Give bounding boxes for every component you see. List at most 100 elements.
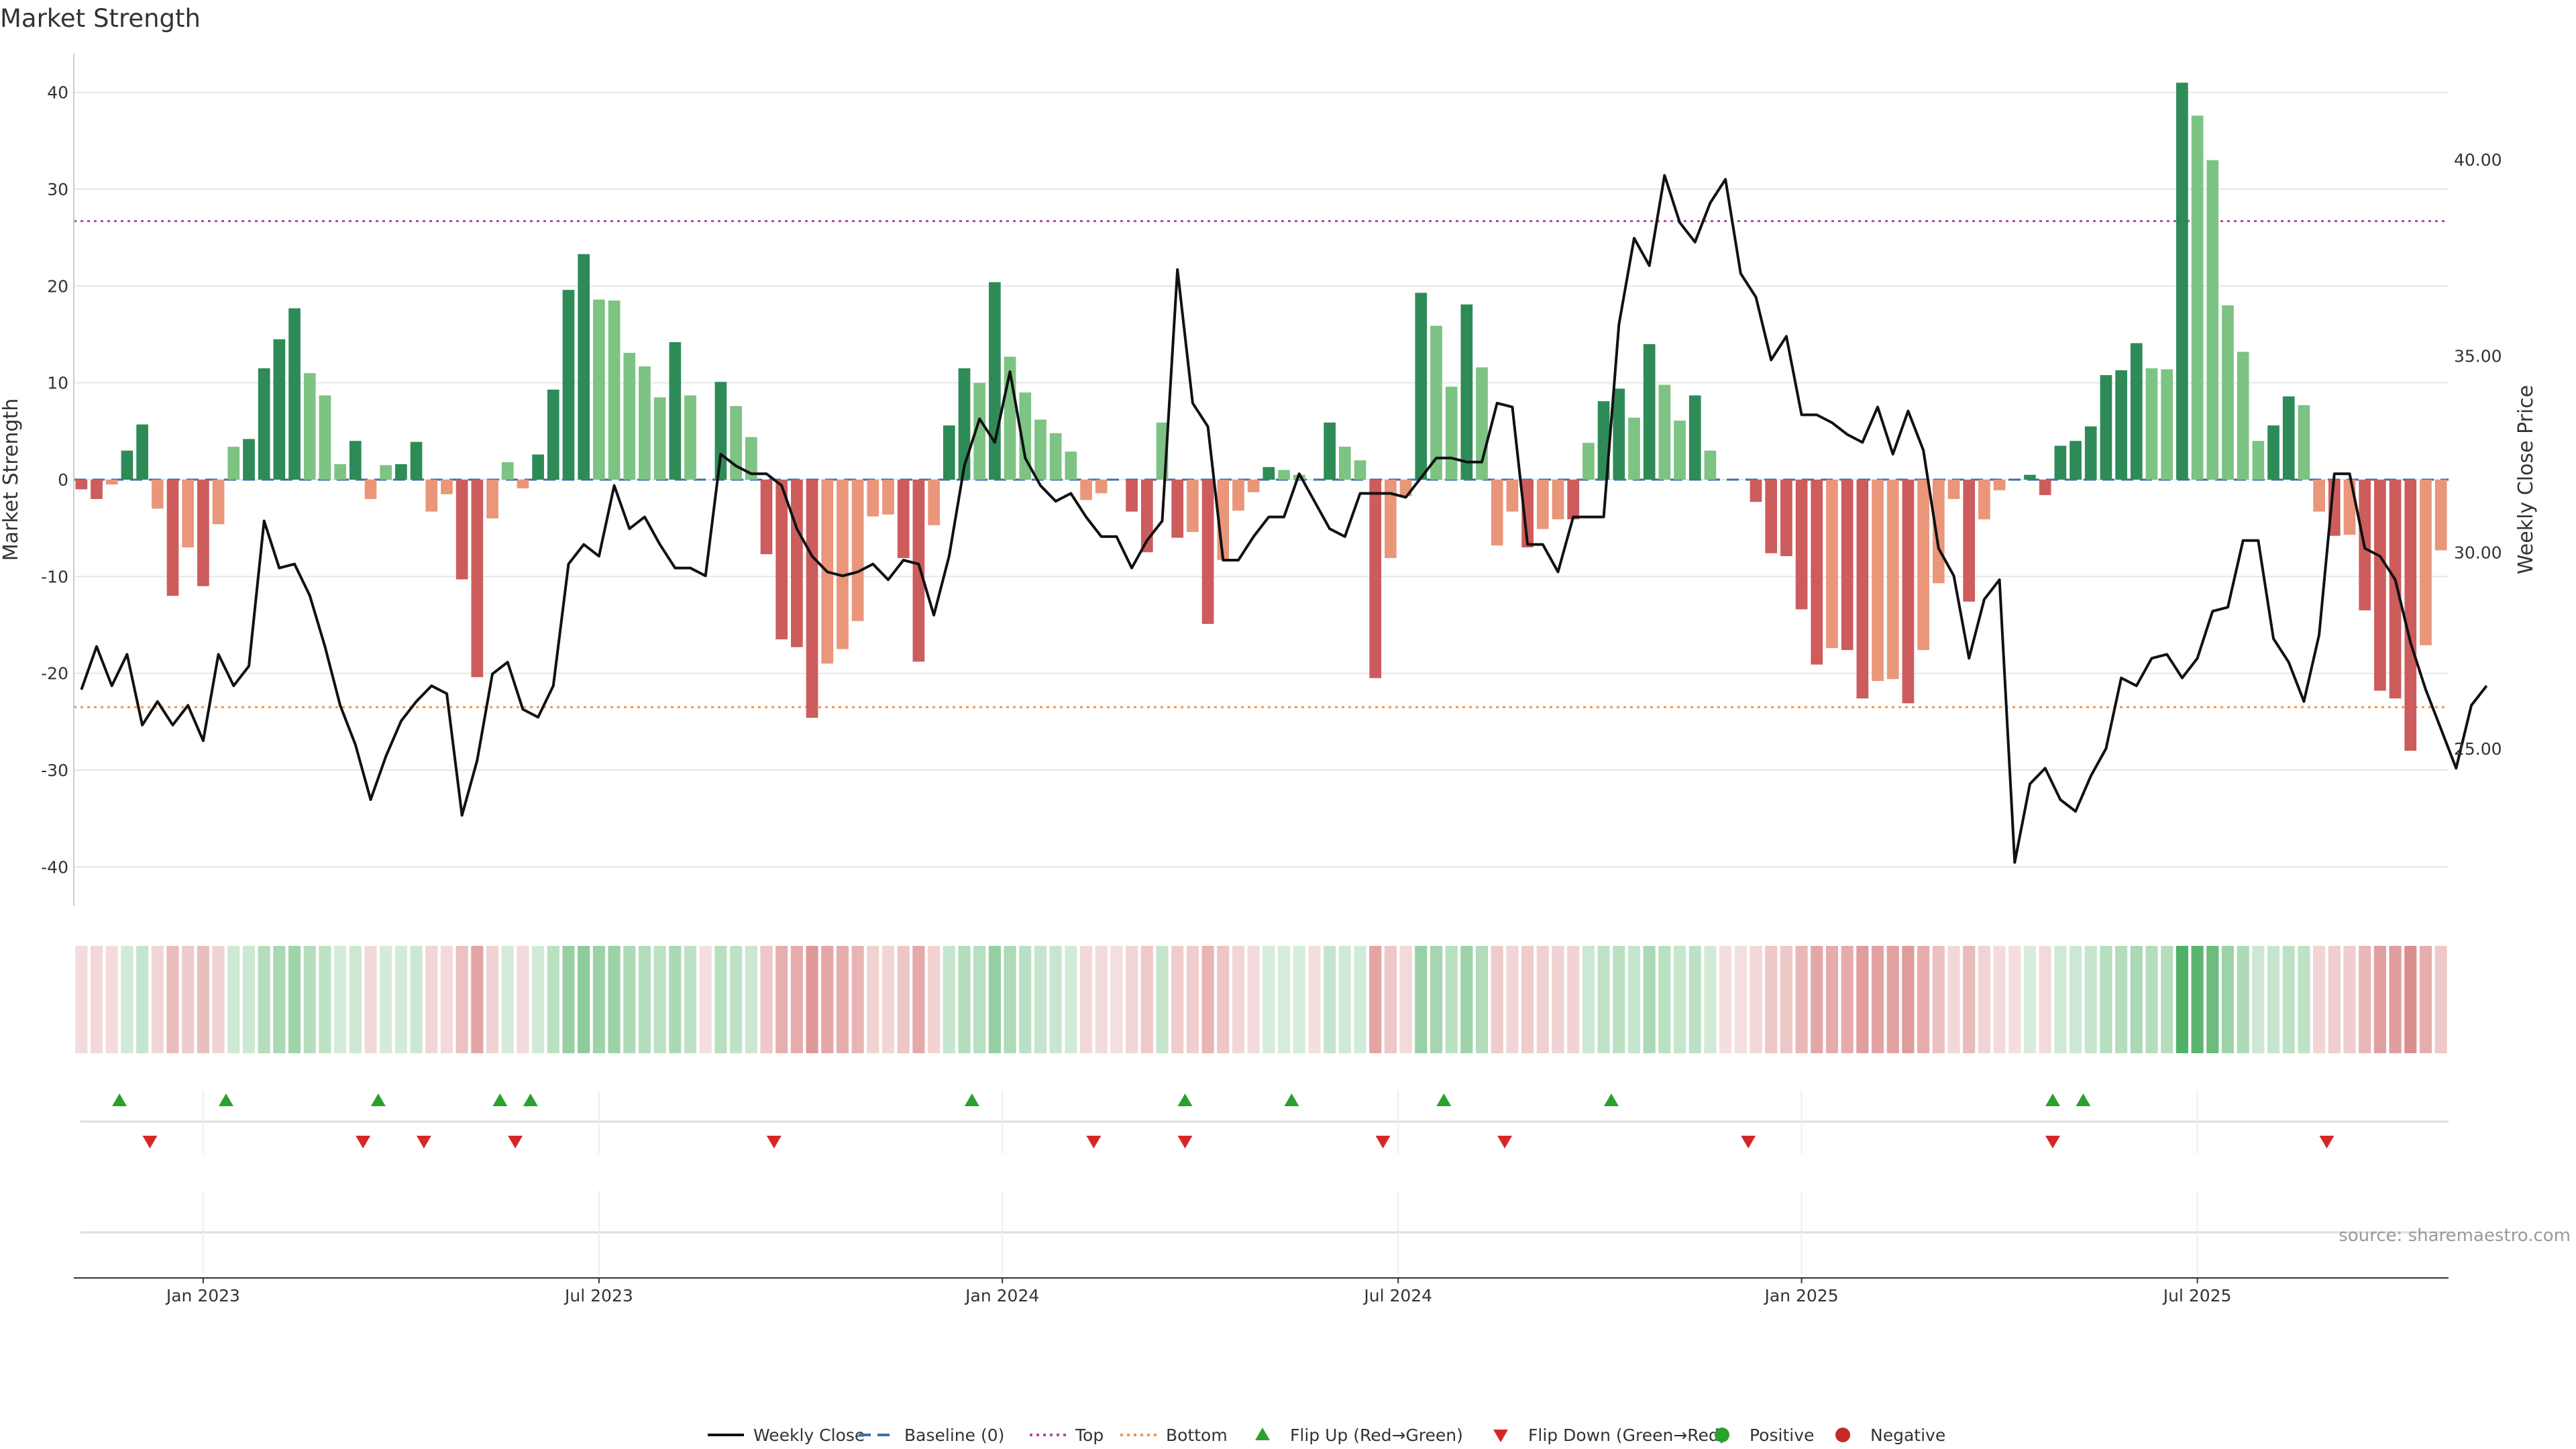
- strength-bar: [1445, 386, 1458, 480]
- strength-bar: [912, 480, 925, 662]
- strength-bar: [2039, 480, 2051, 496]
- legend-item: Weekly Close: [708, 1426, 865, 1445]
- flip-up-marker: [112, 1093, 127, 1106]
- heat-cell: [2252, 946, 2265, 1053]
- strength-bar: [791, 480, 803, 647]
- strength-bar: [1582, 443, 1595, 480]
- strength-bar: [1536, 480, 1549, 529]
- legend-item: Negative: [1835, 1426, 1945, 1445]
- heat-cell: [912, 946, 925, 1053]
- heat-cell: [1430, 946, 1443, 1053]
- strength-bar: [1826, 480, 1838, 649]
- strength-bar: [334, 464, 346, 480]
- strength-bar: [91, 480, 103, 499]
- heat-cell: [2389, 946, 2402, 1053]
- heat-cell: [1049, 946, 1062, 1053]
- strength-bar: [1704, 450, 1717, 480]
- heat-cell: [1704, 946, 1717, 1053]
- heat-cell: [105, 946, 118, 1053]
- strength-bar: [1126, 480, 1138, 512]
- x-tick-label: Jul 2025: [2162, 1286, 2232, 1305]
- flip-down-marker: [766, 1136, 782, 1148]
- legend-label: Baseline (0): [904, 1426, 1004, 1445]
- legend-item: Flip Up (Red→Green): [1255, 1426, 1463, 1445]
- strength-bar: [882, 480, 894, 515]
- strength-bar: [2191, 115, 2204, 480]
- heat-cell: [1552, 946, 1564, 1053]
- heat-cell: [973, 946, 986, 1053]
- strength-bar: [1338, 446, 1351, 480]
- strength-bar: [1354, 460, 1366, 480]
- heat-cell: [1140, 946, 1153, 1053]
- legend-swatch-circle: [1715, 1428, 1729, 1442]
- strength-bar: [319, 395, 331, 480]
- strength-bar: [1552, 480, 1564, 520]
- heat-cell: [867, 946, 879, 1053]
- legend-swatch-down: [1493, 1430, 1508, 1442]
- heat-cell: [2084, 946, 2097, 1053]
- strength-bar: [1324, 422, 1336, 480]
- heat-cell: [1369, 946, 1382, 1053]
- strength-bar: [1613, 388, 1625, 480]
- heat-cell: [242, 946, 256, 1053]
- strength-bar: [2252, 441, 2265, 480]
- strength-bar: [547, 389, 559, 480]
- heat-cell: [2221, 946, 2235, 1053]
- heat-cell: [1673, 946, 1686, 1053]
- strength-bar: [227, 446, 240, 480]
- strength-bar: [2206, 160, 2219, 480]
- heat-cell: [1871, 946, 1884, 1053]
- legend-label: Flip Down (Green→Red): [1528, 1426, 1726, 1445]
- heat-cell: [1978, 946, 1990, 1053]
- heat-cell: [653, 946, 666, 1053]
- x-tick-label: Jan 2023: [165, 1286, 240, 1305]
- legend-label: Weekly Close: [753, 1426, 865, 1445]
- strength-bar: [837, 480, 849, 649]
- heat-cell: [1171, 946, 1184, 1053]
- heat-cell: [562, 946, 575, 1053]
- heat-cell: [943, 946, 955, 1053]
- heat-cell: [988, 946, 1001, 1053]
- strength-bar: [1658, 384, 1671, 480]
- strength-bar: [1841, 480, 1854, 650]
- heat-cell: [1201, 946, 1214, 1053]
- strength-bar: [2084, 426, 2097, 480]
- heat-cell: [684, 946, 697, 1053]
- heat-cell: [1521, 946, 1534, 1053]
- heat-cell: [2145, 946, 2158, 1053]
- heat-cell: [2373, 946, 2386, 1053]
- flip-down-marker: [356, 1136, 371, 1148]
- strength-bar: [349, 441, 362, 480]
- legend-label: Bottom: [1166, 1426, 1228, 1445]
- heat-cell: [75, 946, 88, 1053]
- heat-cell: [258, 946, 270, 1053]
- strength-bar: [486, 480, 498, 519]
- heat-cell: [760, 946, 773, 1053]
- strength-bar: [1811, 480, 1823, 665]
- strength-bar: [1385, 480, 1397, 558]
- heat-cell: [364, 946, 377, 1053]
- strength-bar: [2145, 368, 2158, 480]
- heat-cell: [1110, 946, 1123, 1053]
- heat-cell: [897, 946, 910, 1053]
- strength-bar: [1750, 480, 1762, 502]
- strength-bar: [2389, 480, 2402, 699]
- x-tick-label: Jul 2024: [1362, 1286, 1432, 1305]
- strength-bar: [928, 480, 940, 525]
- strength-bar: [151, 480, 164, 509]
- heat-cell: [1004, 946, 1016, 1053]
- heat-cell: [471, 946, 484, 1053]
- x-tick-label: Jan 2025: [1764, 1286, 1839, 1305]
- heat-cell: [2404, 946, 2417, 1053]
- heat-cell: [547, 946, 559, 1053]
- flip-up-marker: [1436, 1093, 1452, 1106]
- flip-up-marker: [523, 1093, 538, 1106]
- heat-cell: [2298, 946, 2310, 1053]
- strength-bar: [1080, 480, 1092, 500]
- strength-bar: [958, 368, 971, 480]
- heat-cell: [288, 946, 301, 1053]
- strength-bar: [639, 366, 651, 480]
- heat-cell: [197, 946, 209, 1053]
- heat-cell: [1719, 946, 1732, 1053]
- heat-cell: [212, 946, 225, 1053]
